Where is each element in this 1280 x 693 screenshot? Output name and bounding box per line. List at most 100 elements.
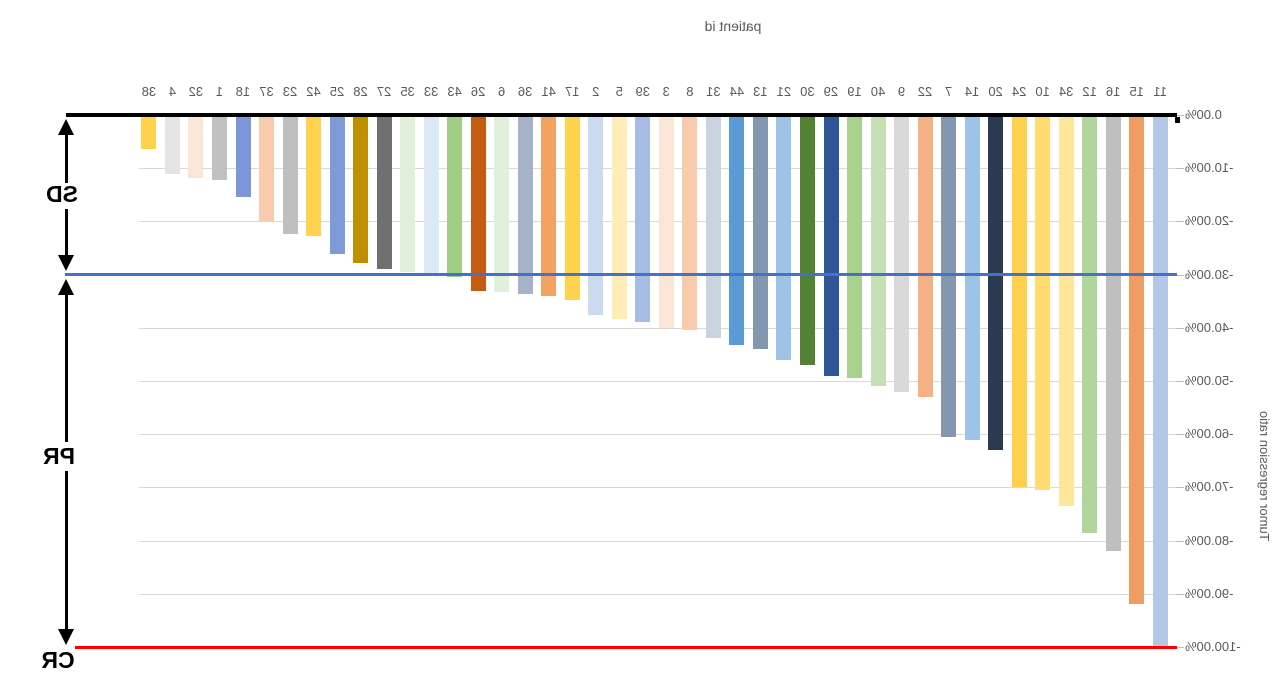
bar — [1105, 117, 1121, 551]
y-axis-tick-label: 0.00% — [1185, 107, 1222, 122]
y-axis-tick — [1176, 434, 1184, 436]
bar-series — [137, 117, 1172, 651]
bar — [212, 117, 227, 180]
bar — [423, 117, 439, 275]
cr-label: CR — [41, 647, 75, 673]
bar — [682, 117, 698, 330]
bar — [988, 117, 1004, 450]
patient-id-label: 35 — [400, 84, 415, 99]
bar — [447, 117, 463, 277]
bar — [823, 117, 839, 376]
y-axis-tick — [1176, 274, 1184, 276]
pr-arrow-down-head — [58, 629, 74, 645]
patient-id-label: 20 — [988, 84, 1003, 99]
bar — [141, 117, 157, 149]
y-axis-tick — [1176, 487, 1184, 489]
patient-id-label: 19 — [847, 84, 862, 99]
bar — [1035, 117, 1051, 490]
patient-id-label: 10 — [1035, 84, 1050, 99]
patient-id-label: 2 — [592, 84, 600, 99]
patient-id-label: 40 — [870, 84, 886, 99]
patient-id-label: 37 — [259, 84, 274, 99]
patient-id-label: 7 — [944, 84, 953, 99]
y-axis-tick-label: -60.00% — [1185, 426, 1234, 442]
patient-id-label: 38 — [141, 84, 157, 99]
patient-id-label: 1 — [215, 84, 224, 99]
patient-id-label: 39 — [635, 84, 650, 99]
patient-id-label: 3 — [662, 84, 670, 99]
patient-id-label: 15 — [1129, 84, 1144, 99]
bar — [752, 117, 768, 349]
y-axis-tick — [1176, 168, 1184, 170]
bar — [282, 117, 298, 234]
bar — [376, 117, 392, 269]
bar — [329, 117, 345, 254]
y-axis-tick-label: -80.00% — [1185, 532, 1234, 548]
bar — [611, 117, 627, 319]
bar — [1058, 117, 1074, 506]
bar — [870, 117, 886, 386]
pr-label: PR — [43, 443, 75, 469]
y-axis-tick — [1176, 540, 1184, 542]
patient-id-label: 31 — [706, 84, 721, 99]
bar — [964, 117, 980, 440]
patient-id-label: 27 — [376, 84, 392, 99]
y-axis-tick-label: -100.00% — [1185, 639, 1241, 654]
patient-id-label: 44 — [729, 84, 745, 99]
y-axis-tick — [1176, 647, 1184, 648]
sd-threshold-line — [65, 273, 1177, 276]
bar — [1082, 117, 1098, 533]
bar — [847, 117, 863, 378]
y-axis-tick-label: -90.00% — [1185, 585, 1234, 601]
patient-id-label: 16 — [1105, 84, 1121, 99]
patient-id-label: 17 — [564, 84, 580, 99]
y-axis-tick-label: -70.00% — [1185, 479, 1234, 495]
y-axis-tick — [1176, 327, 1184, 329]
sd-arrow-down-head — [58, 255, 74, 271]
patient-id-label: 29 — [823, 84, 839, 99]
bar — [541, 117, 557, 296]
axis-end-tick — [1175, 117, 1180, 123]
bar — [259, 117, 275, 221]
patient-id-label: 24 — [1011, 84, 1027, 99]
bar — [588, 117, 604, 315]
patient-id-label: 22 — [917, 84, 933, 99]
y-axis-tick — [1176, 381, 1184, 382]
pr-arrow-upper-line — [65, 293, 68, 442]
patient-id-label: 14 — [964, 84, 980, 99]
pr-arrow-lower-line — [65, 471, 68, 629]
bar — [1152, 117, 1168, 647]
bar — [188, 117, 204, 178]
patient-id-label: 11 — [1153, 84, 1167, 99]
sd-arrow-lower-line — [65, 209, 68, 257]
patient-id-label: 41 — [541, 84, 556, 99]
bar — [800, 117, 815, 365]
bar — [164, 117, 180, 174]
patient-id-label: 9 — [897, 84, 906, 99]
bar — [1129, 117, 1145, 604]
bar — [635, 117, 651, 322]
patient-id-label: 42 — [306, 84, 321, 99]
patient-id-labels: 11 15 16 12 34 10 24 20 14 7 22 9 40 19 29 30 21 13 44 31 8 3… — [137, 84, 1172, 100]
bar — [470, 117, 486, 291]
bar — [306, 117, 322, 236]
patient-id-label: 26 — [470, 84, 486, 99]
patient-id-label: 6 — [498, 84, 506, 99]
patient-id-label: 34 — [1058, 84, 1074, 99]
patient-id-label: 33 — [423, 84, 439, 99]
patient-id-label: 8 — [686, 84, 694, 99]
patient-id-label: 4 — [168, 84, 176, 99]
bar — [705, 117, 721, 338]
bar — [517, 117, 533, 294]
bar — [917, 117, 933, 397]
cr-threshold-line — [75, 646, 1177, 649]
patient-id-label: 43 — [447, 84, 462, 99]
bar — [494, 117, 510, 292]
y-axis-tick — [1176, 115, 1184, 116]
y-axis-tick-label: -20.00% — [1185, 213, 1234, 229]
patient-id-label: 28 — [353, 84, 368, 99]
patient-id-label: 5 — [615, 84, 623, 99]
bar — [658, 117, 674, 328]
